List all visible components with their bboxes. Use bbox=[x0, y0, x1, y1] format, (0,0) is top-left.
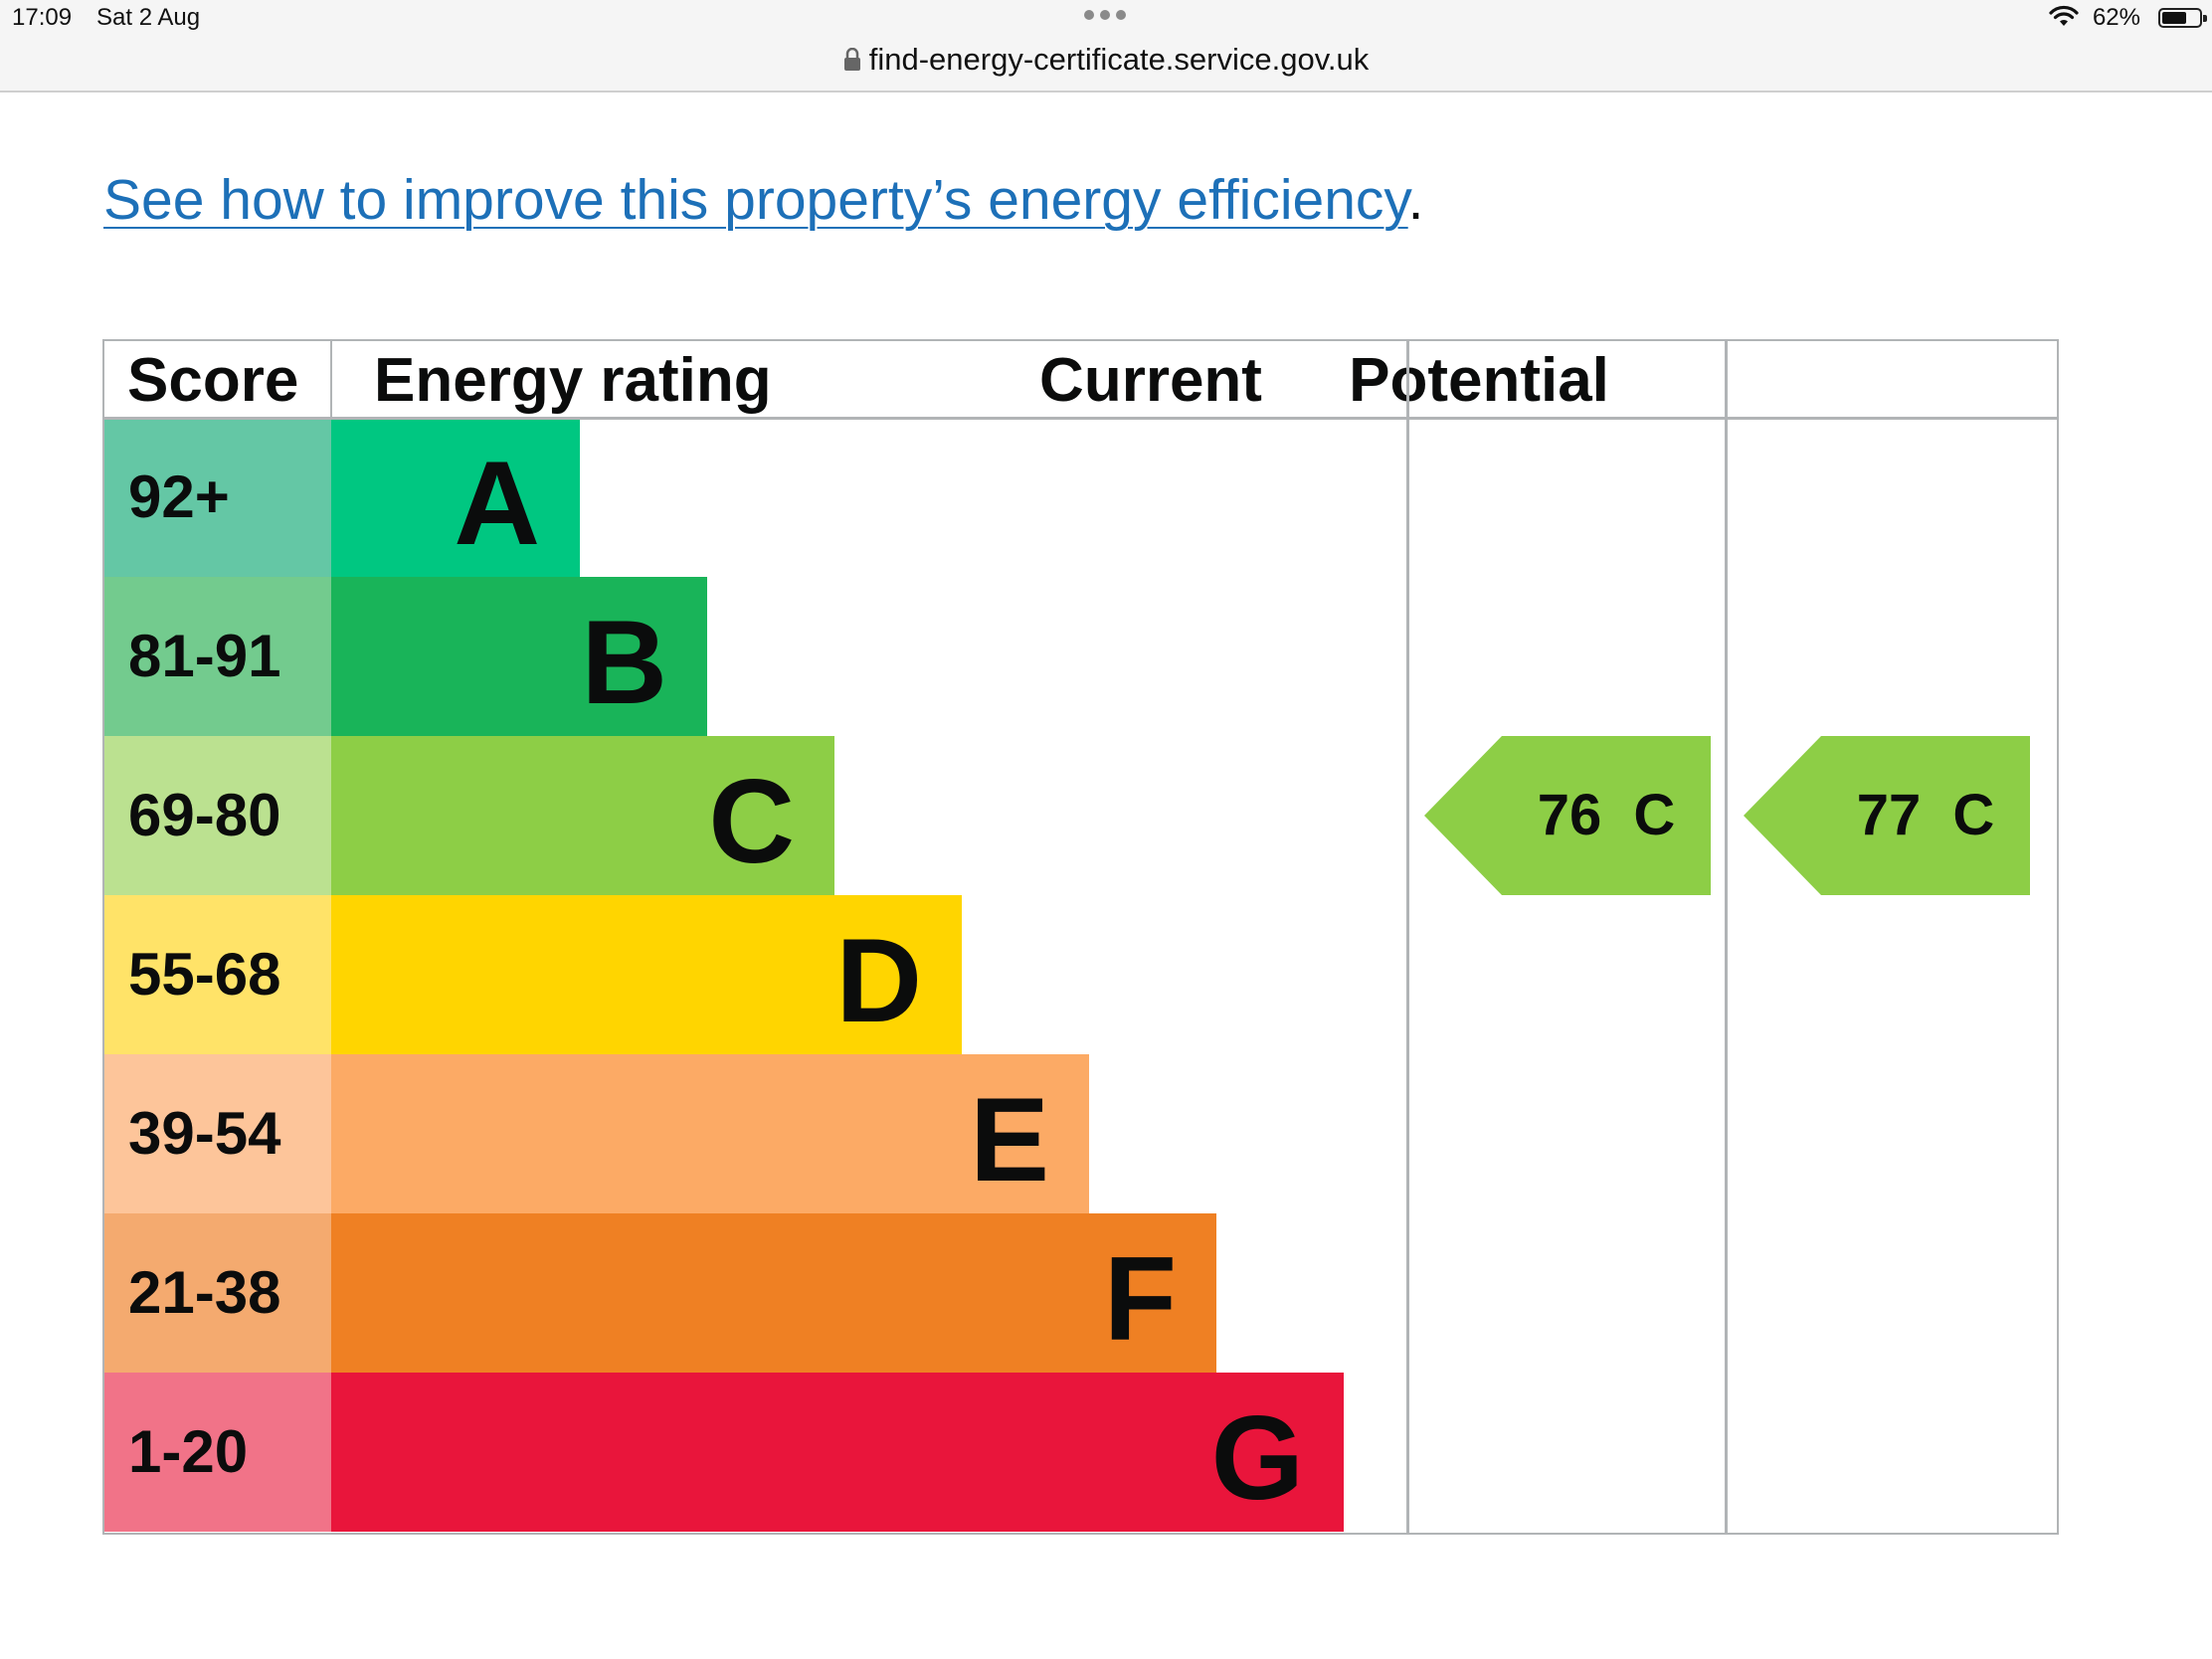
potential-rating-arrow bbox=[1744, 736, 2030, 895]
improve-efficiency-line: See how to improve this property’s energ… bbox=[103, 167, 1424, 233]
header-potential: Potential bbox=[1349, 346, 1609, 415]
score-range-c: 69-80 bbox=[103, 736, 331, 895]
border-bottom bbox=[102, 1533, 2059, 1535]
rating-band-d: D bbox=[331, 895, 962, 1054]
improve-efficiency-link[interactable]: See how to improve this property’s energ… bbox=[103, 168, 1408, 232]
status-time: 17:09 bbox=[12, 4, 73, 31]
header-energy-rating: Energy rating bbox=[374, 346, 772, 415]
score-range-e: 39-54 bbox=[103, 1054, 331, 1213]
score-range-a: 92+ bbox=[103, 418, 331, 577]
rating-band-g: G bbox=[331, 1373, 1344, 1532]
address-bar[interactable]: find-energy-certificate.service.gov.uk bbox=[0, 42, 2212, 78]
current-score: 76 bbox=[1537, 783, 1602, 847]
border-header-bottom bbox=[102, 417, 2059, 420]
rating-band-f: F bbox=[331, 1213, 1216, 1373]
status-date: Sat 2 Aug bbox=[96, 4, 201, 31]
score-range-d: 55-68 bbox=[103, 895, 331, 1054]
browser-status-bar: 17:09 Sat 2 Aug find-energy-certificate.… bbox=[0, 0, 2212, 92]
wifi-icon bbox=[2049, 5, 2079, 26]
battery-icon bbox=[2158, 8, 2207, 28]
divider-potential bbox=[1725, 339, 1728, 1535]
rating-band-b: B bbox=[331, 577, 707, 736]
lock-icon bbox=[843, 47, 860, 71]
link-period: . bbox=[1407, 168, 1424, 232]
battery-percent: 62% bbox=[2092, 4, 2140, 31]
current-rating-value: 76 C bbox=[1502, 736, 1711, 895]
header-current: Current bbox=[1039, 346, 1262, 415]
potential-letter: C bbox=[1952, 783, 1995, 847]
score-range-f: 21-38 bbox=[103, 1213, 331, 1373]
divider-score bbox=[330, 339, 332, 419]
energy-rating-chart: Score Energy rating Current Potential 92… bbox=[102, 339, 2059, 1535]
border-right bbox=[2057, 339, 2059, 1535]
score-range-b: 81-91 bbox=[103, 577, 331, 736]
score-range-g: 1-20 bbox=[103, 1373, 331, 1532]
header-score: Score bbox=[127, 346, 299, 415]
potential-score: 77 bbox=[1856, 783, 1922, 847]
current-letter: C bbox=[1633, 783, 1676, 847]
border-left bbox=[102, 339, 104, 1535]
multitask-dots-icon[interactable] bbox=[1084, 10, 1128, 20]
border-top bbox=[102, 339, 2059, 341]
rating-band-e: E bbox=[331, 1054, 1089, 1213]
potential-rating-value: 77 C bbox=[1821, 736, 2030, 895]
rating-band-c: C bbox=[331, 736, 834, 895]
current-rating-arrow bbox=[1424, 736, 1711, 895]
url-text: find-energy-certificate.service.gov.uk bbox=[868, 42, 1370, 77]
rating-band-a: A bbox=[331, 418, 580, 577]
divider-current bbox=[1406, 339, 1409, 1535]
